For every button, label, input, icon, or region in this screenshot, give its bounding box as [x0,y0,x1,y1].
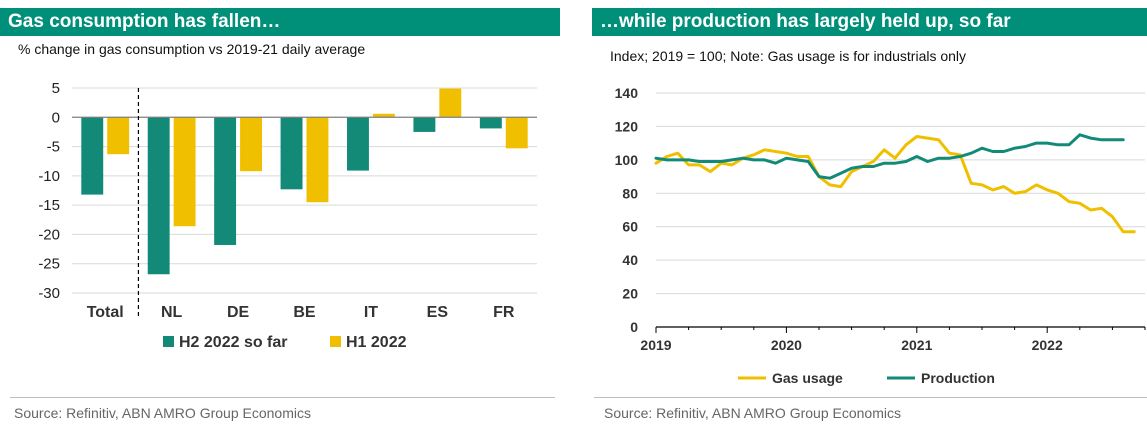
y-tick-label: 80 [622,185,638,201]
x-tick-label: 2020 [771,337,802,353]
y-tick-label: 20 [622,286,638,302]
y-tick-label: -30 [38,285,60,302]
y-tick-label: -25 [38,256,60,273]
x-tick-label: 2019 [640,337,671,353]
y-tick-label: 0 [630,319,638,335]
right-source-divider [594,397,1147,398]
y-tick-label: -5 [47,139,60,156]
bar-chart: 5 0 -5 -10 -15 -20 -25 -30 Total NL DE BE IT ES FR H2 2… [38,80,537,351]
bar-h1-2022-nl [173,117,196,227]
right-source-note: Source: Refinitiv, ABN AMRO Group Econom… [604,405,901,421]
x-tick-label: ES [427,304,449,321]
legend-label: Production [921,370,995,386]
legend-swatch-h2-2022-so-far [163,336,174,347]
y-tick-label: -10 [38,168,60,185]
bar-h1-2022-it [372,113,395,118]
legend-label: H2 2022 so far [179,334,288,351]
left-chart-title: Gas consumption has fallen… [0,8,560,36]
left-chart-subtitle: % change in gas consumption vs 2019-21 d… [18,41,366,57]
legend-swatch-h1-2022 [330,336,341,347]
y-tick-label: 5 [52,80,60,97]
y-tick-label: 100 [615,152,639,168]
x-tick-label: BE [293,304,316,321]
right-chart-panel: …while production has largely held up, s… [592,0,1147,430]
x-tick-label: IT [364,304,378,321]
x-tick-label: 2022 [1032,337,1063,353]
left-source-divider [10,397,555,398]
y-tick-label: 140 [615,85,639,101]
right-chart-title: …while production has largely held up, s… [592,8,1147,36]
legend-label: Gas usage [772,370,843,386]
x-tick-label: Total [87,304,124,321]
bar-h2-2022-so-far-de [214,117,237,245]
bar-h1-2022-total [107,117,130,155]
bar-h2-2022-so-far-total [81,117,104,195]
x-tick-label: DE [227,304,250,321]
bar-h2-2022-so-far-fr [479,117,502,129]
bar-h1-2022-de [240,117,262,172]
line-chart: 0 20 40 60 80 100 120 140 2019 2020 2021 2022 Gas us… [615,85,1146,386]
y-tick-label: -15 [38,197,60,214]
bar-h1-2022-es [439,88,462,118]
left-source-note: Source: Refinitiv, ABN AMRO Group Econom… [14,405,311,421]
x-tick-label: FR [493,304,515,321]
bar-h2-2022-so-far-es [413,117,436,132]
bar-h1-2022-fr [505,117,528,149]
y-tick-label: -20 [38,226,60,243]
bar-h2-2022-so-far-be [280,117,303,190]
y-tick-label: 60 [622,219,638,235]
series-line-gas-usage [654,135,1136,234]
y-tick-label: 40 [622,252,638,268]
bar-h1-2022-be [306,117,329,203]
x-tick-label: NL [161,304,183,321]
right-chart-subtitle: Index; 2019 = 100; Note: Gas usage is fo… [610,48,967,64]
y-tick-label: 120 [615,118,639,134]
left-chart-panel: Gas consumption has fallen… % change in … [0,0,560,430]
y-tick-label: 0 [52,109,60,126]
bar-h2-2022-so-far-it [347,117,369,171]
legend-label: H1 2022 [346,334,407,351]
x-tick-label: 2021 [901,337,932,353]
bar-h2-2022-so-far-nl [147,117,170,275]
series-line-production [654,133,1125,180]
